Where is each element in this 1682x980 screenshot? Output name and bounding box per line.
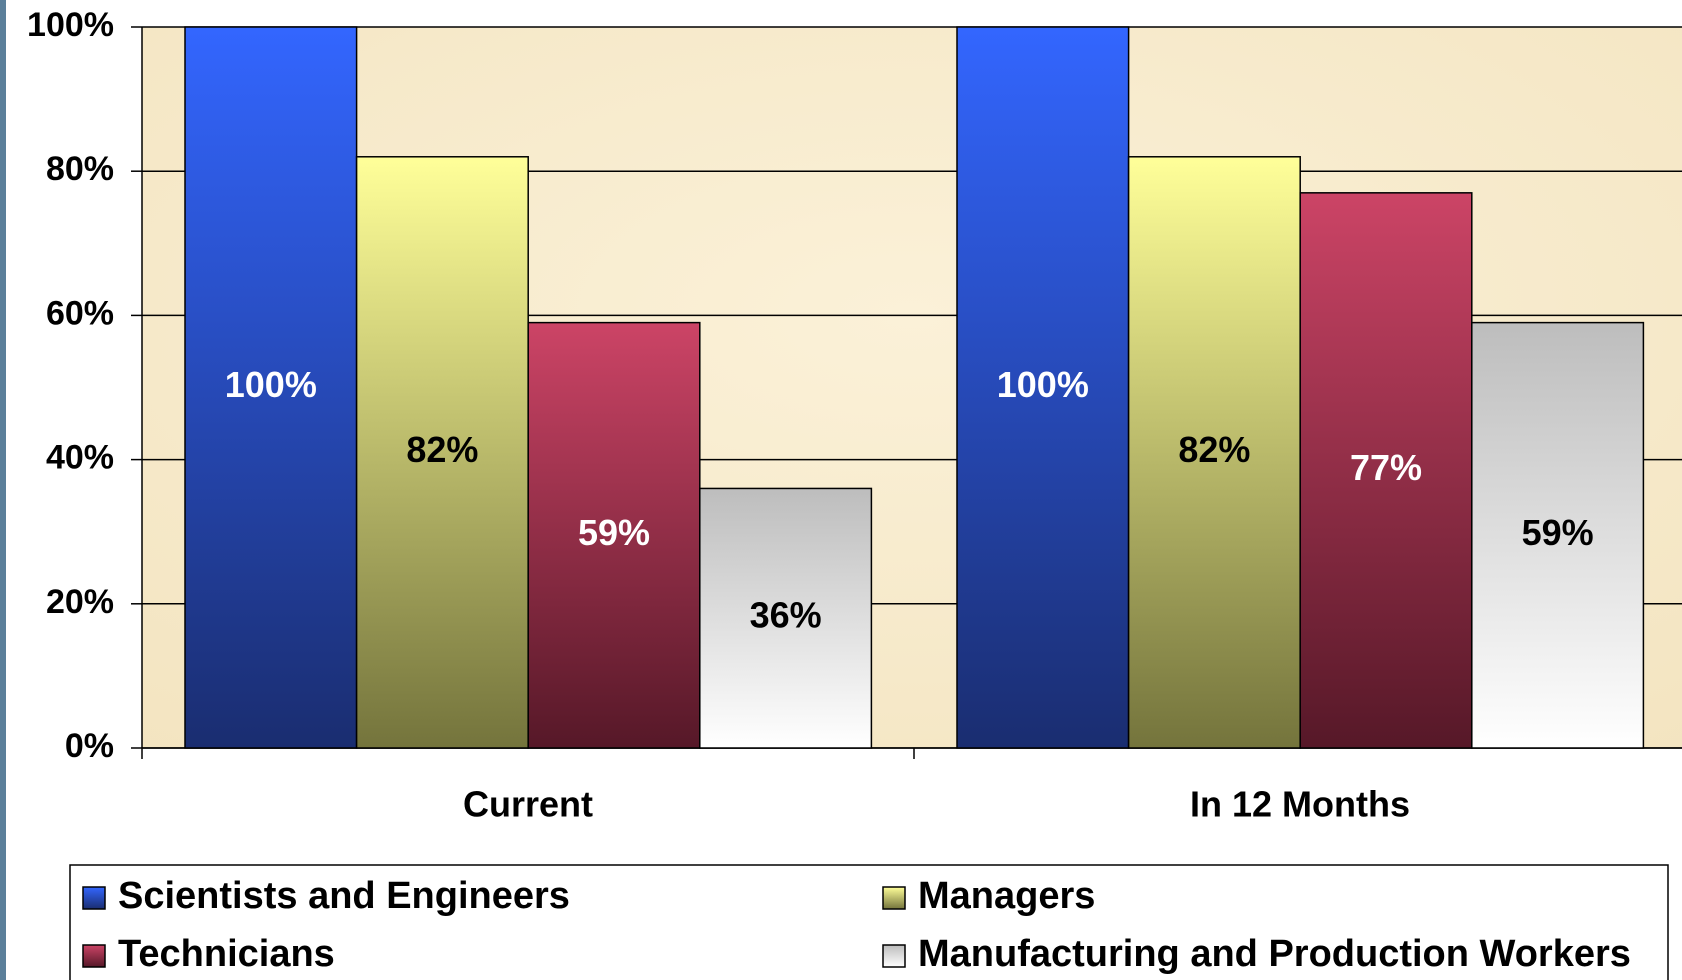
legend-label: Managers (918, 875, 1095, 917)
bar (699, 487, 873, 749)
y-tick-label: 80% (46, 150, 114, 188)
bar (1299, 192, 1473, 749)
legend-box (69, 864, 1669, 980)
value-label: 77% (1350, 447, 1422, 488)
bar (184, 26, 358, 749)
value-label: 36% (750, 595, 822, 636)
y-tick-label: 20% (46, 583, 114, 621)
value-label: 100% (225, 364, 317, 405)
legend-label: Manufacturing and Production Workers (918, 933, 1631, 975)
legend-label: Scientists and Engineers (118, 875, 570, 917)
y-tick-label: 0% (65, 727, 114, 765)
x-tick-label: Current (463, 784, 593, 825)
legend-swatch (882, 944, 906, 968)
bar (355, 156, 529, 749)
legend-swatch (882, 886, 906, 910)
y-tick-label: 100% (27, 6, 114, 44)
y-tick-label: 40% (46, 439, 114, 477)
side-strip (0, 0, 6, 980)
x-tick-label: In 12 Months (1190, 784, 1410, 825)
bar (956, 26, 1130, 749)
bar (1127, 156, 1301, 749)
bar (1471, 321, 1645, 749)
legend-label: Technicians (118, 933, 335, 975)
value-label: 82% (1178, 429, 1250, 470)
legend-swatch (82, 944, 106, 968)
bar (527, 321, 701, 749)
value-label: 100% (997, 364, 1089, 405)
value-label: 59% (578, 512, 650, 553)
value-label: 82% (406, 429, 478, 470)
y-tick-label: 60% (46, 294, 114, 332)
legend-swatch (82, 886, 106, 910)
value-label: 59% (1522, 512, 1594, 553)
